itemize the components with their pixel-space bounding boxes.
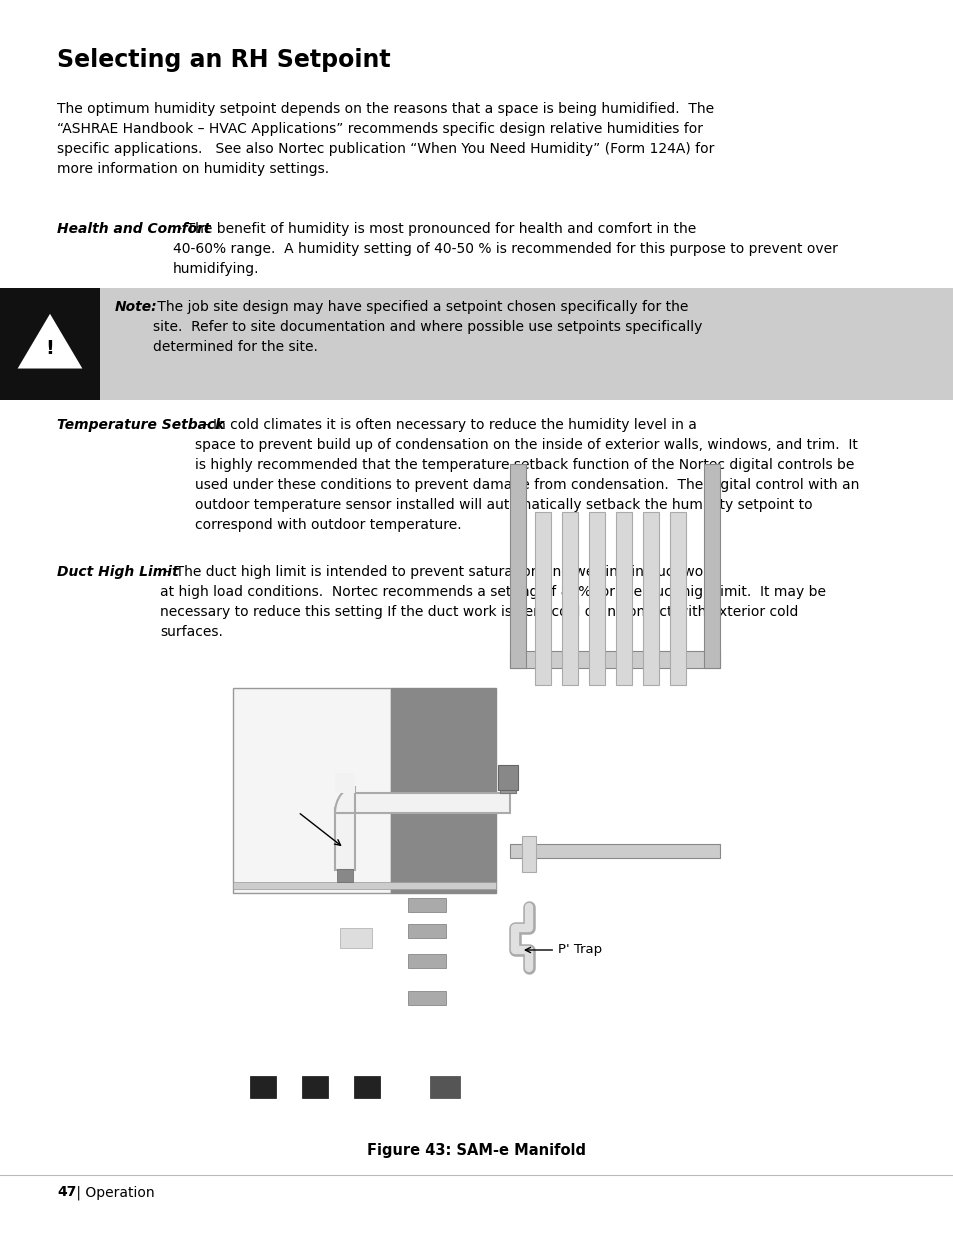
Text: !: ! — [46, 340, 54, 358]
Bar — [391, 688, 496, 893]
Bar — [535, 513, 551, 685]
Bar — [616, 513, 631, 685]
Bar — [336, 869, 353, 882]
Text: P' Trap: P' Trap — [525, 944, 601, 956]
Text: Selecting an RH Setpoint: Selecting an RH Setpoint — [57, 48, 390, 72]
Polygon shape — [335, 808, 355, 869]
Bar — [510, 651, 720, 668]
Text: - In cold climates it is often necessary to reduce the humidity level in a
space: - In cold climates it is often necessary… — [194, 417, 859, 532]
Text: - The benefit of humidity is most pronounced for health and comfort in the
40-60: - The benefit of humidity is most pronou… — [172, 222, 837, 277]
Bar — [408, 953, 446, 968]
Bar — [408, 924, 446, 939]
Bar — [0, 288, 100, 400]
Bar — [497, 764, 517, 790]
Wedge shape — [335, 787, 355, 813]
Bar — [233, 882, 496, 889]
Text: Duct High Limit: Duct High Limit — [57, 564, 178, 579]
Bar — [250, 1076, 275, 1098]
Bar — [669, 513, 685, 685]
Text: Health and Comfort: Health and Comfort — [57, 222, 211, 236]
Bar — [354, 1076, 379, 1098]
Bar — [302, 1076, 328, 1098]
Bar — [642, 513, 659, 685]
Text: | Operation: | Operation — [71, 1186, 154, 1199]
Bar — [233, 688, 391, 893]
Text: 47: 47 — [57, 1186, 76, 1199]
Text: The optimum humidity setpoint depends on the reasons that a space is being humid: The optimum humidity setpoint depends on… — [57, 103, 714, 177]
Text: Figure 43: SAM-e Manifold: Figure 43: SAM-e Manifold — [367, 1144, 586, 1158]
Bar — [408, 898, 446, 911]
Bar — [521, 836, 536, 872]
Bar — [335, 773, 355, 793]
Text: Temperature Setback: Temperature Setback — [57, 417, 224, 432]
Bar — [339, 927, 372, 948]
Bar — [561, 513, 578, 685]
Polygon shape — [350, 793, 510, 813]
Text: – The duct high limit is intended to prevent saturation and wetting in duct work: – The duct high limit is intended to pre… — [160, 564, 825, 640]
Bar — [510, 464, 525, 668]
Polygon shape — [19, 316, 80, 368]
Bar — [408, 990, 446, 1005]
Bar — [703, 464, 720, 668]
Bar — [0, 288, 953, 400]
Text: The job site design may have specified a setpoint chosen specifically for the
si: The job site design may have specified a… — [152, 300, 701, 354]
Bar — [510, 844, 720, 858]
Text: Note:: Note: — [115, 300, 157, 314]
Bar — [430, 1076, 459, 1098]
Bar — [588, 513, 604, 685]
Bar — [499, 776, 516, 793]
